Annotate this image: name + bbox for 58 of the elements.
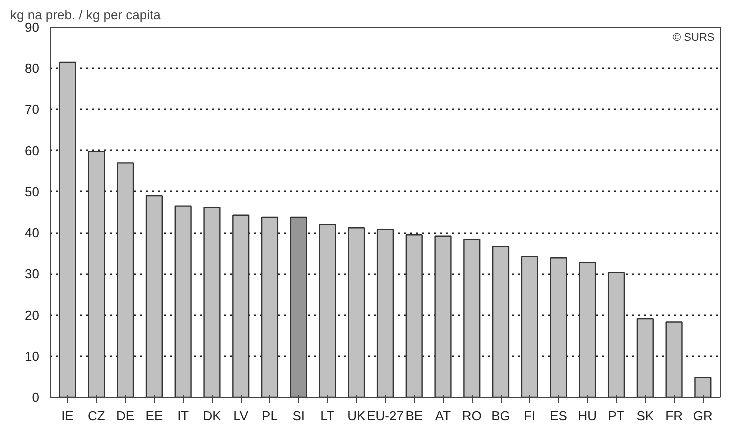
x-tick-label: BG [492,408,510,424]
x-tick-label: EE [146,408,164,424]
bar [261,216,279,398]
bar [550,258,568,398]
y-tick-label: 60 [25,143,40,158]
x-tick-label: SK [636,408,654,424]
x-tick-label: EU-27 [367,408,404,424]
x-tick-label: HU [578,408,598,424]
bar [464,239,481,398]
x-tick-label: AT [435,408,452,424]
x-tick-label: DE [116,408,135,424]
bar [146,195,164,398]
bar [579,262,596,398]
bar [290,216,308,398]
x-tick-label: FI [524,408,536,424]
bar [348,228,366,398]
y-tick-label: 10 [25,348,40,364]
y-tick-label: 80 [25,61,40,76]
y-tick-label: 0 [32,390,40,405]
y-tick-label: 50 [25,184,40,200]
x-tick-label: PL [262,408,278,424]
bar [666,322,683,398]
bar [636,318,654,398]
bar [434,236,452,398]
x-tick-label: IT [178,408,190,424]
annotation: © SURS [673,32,715,44]
bar [608,272,626,398]
x-tick-label: GR [693,408,713,424]
x-tick-label: DK [203,408,222,424]
x-tick-label: IE [62,408,74,424]
bar [174,206,192,398]
bar [117,162,134,398]
x-tick-label: CZ [88,408,106,424]
bar [492,246,510,398]
bar [376,229,394,398]
bar [521,256,538,398]
bar [406,234,423,398]
bar [88,151,106,398]
x-tick-label: UK [348,408,366,424]
bar [232,214,250,398]
y-tick-label: 90 [25,20,40,35]
x-tick-label: PT [608,408,625,424]
x-tick-label: LV [234,408,249,424]
y-tick-label: 40 [25,226,40,241]
y-tick-label: 30 [25,266,40,282]
x-tick-label: SI [292,408,306,424]
x-tick-label: LT [320,408,335,424]
y-tick-label: 20 [25,308,40,323]
bar [59,62,76,398]
bar [204,206,221,398]
y-axis-title: kg na preb. / kg per capita [10,8,162,22]
x-tick-label: ES [550,408,568,424]
y-tick-label: 70 [25,102,40,118]
x-tick-label: BE [406,408,424,424]
x-tick-label: RO [462,408,482,424]
bar [694,377,712,398]
x-tick-label: FR [666,408,683,424]
bar [319,224,336,398]
